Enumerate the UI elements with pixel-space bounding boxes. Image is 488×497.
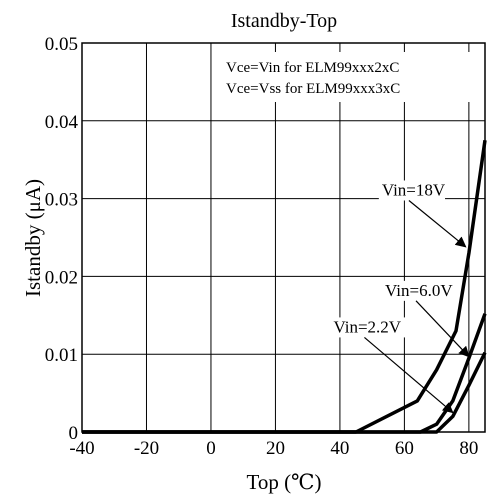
y-axis-ticks: 0 0.01 0.02 0.03 0.04 0.05: [45, 34, 79, 444]
note-line-2: Vce=Vss for ELM99xxx3xC: [226, 81, 400, 97]
series-label: Vin=6.0V: [385, 281, 453, 300]
x-tick-label: 20: [266, 438, 285, 459]
x-tick-label: 60: [395, 438, 414, 459]
chart-title: Istandby-Top: [231, 10, 337, 32]
x-axis-label: Top (℃): [246, 470, 321, 494]
series-label-background: [378, 180, 446, 201]
series-label: Vin=2.2V: [333, 317, 401, 336]
x-tick-label: -40: [69, 438, 94, 459]
y-tick-label: 0.01: [45, 345, 78, 366]
series-label-background: [382, 280, 457, 301]
x-tick-label: -20: [134, 438, 159, 459]
note-line-1: Vce=Vin for ELM99xxx2xC: [226, 60, 399, 76]
y-tick-label: 0.03: [45, 190, 78, 211]
series-line: [82, 313, 487, 434]
series-label: Vin=18V: [382, 180, 446, 199]
x-tick-label: 40: [330, 438, 349, 459]
y-tick-label: 0: [69, 423, 79, 444]
y-tick-label: 0.05: [45, 34, 78, 55]
y-tick-label: 0.04: [45, 112, 79, 133]
plot-frame: [81, 42, 486, 433]
series-annotations: Vin=18V Vin=6.0V Vin=2.2V: [330, 180, 470, 414]
y-axis-label: Istandby (μA): [21, 179, 45, 297]
x-tick-label: 0: [206, 438, 216, 459]
note-box: [224, 52, 484, 102]
series-label-background: [330, 317, 406, 338]
x-axis-ticks: -40 -20 0 20 40 60 80: [69, 438, 478, 459]
x-tick-label: 80: [459, 438, 478, 459]
y-tick-label: 0.02: [45, 267, 78, 288]
series-label-arrow: [364, 336, 454, 414]
series-label-arrow: [408, 200, 467, 248]
series-label-arrow: [415, 300, 470, 358]
